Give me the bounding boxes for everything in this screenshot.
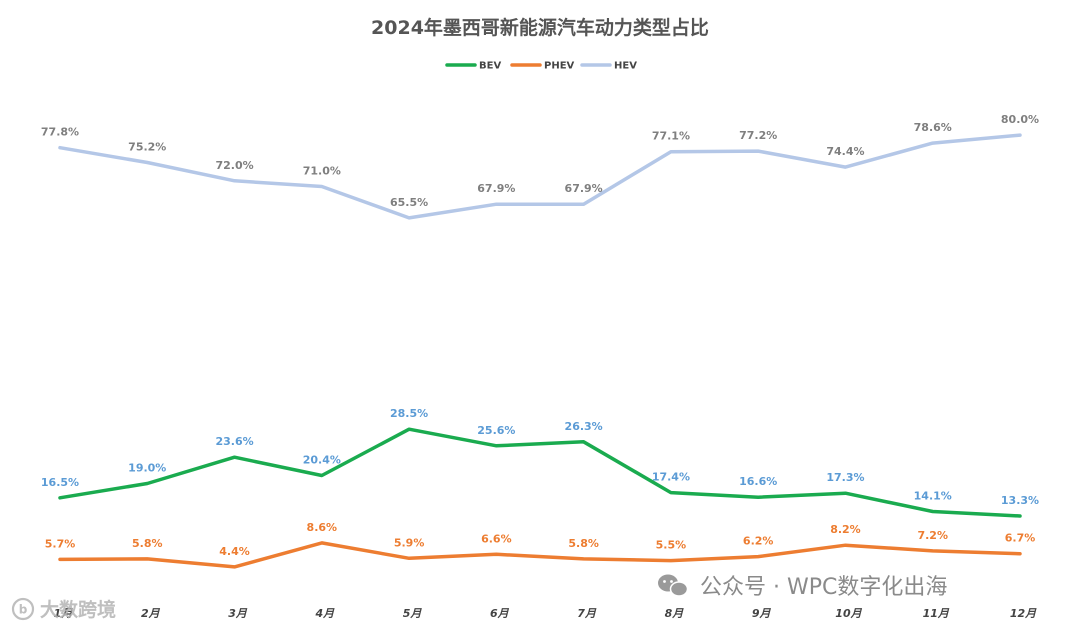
data-label-hev: 75.2% <box>128 141 166 154</box>
x-tick-label: 4月 <box>314 607 335 620</box>
data-label-hev: 72.0% <box>215 159 253 172</box>
x-tick-label: 1月 <box>54 607 74 620</box>
data-label-phev: 6.6% <box>481 532 512 545</box>
data-label-phev: 4.4% <box>219 545 250 558</box>
legend-label-phev: PHEV <box>544 61 575 72</box>
x-tick-label: 6月 <box>490 607 510 620</box>
x-tick-label: 10月 <box>835 607 862 620</box>
watermark-right-text: 公众号 · WPC数字化出海 <box>700 575 947 600</box>
watermark-left-text: 大数跨境 <box>40 598 116 621</box>
x-tick-label: 7月 <box>577 607 597 620</box>
chart-title: 2024年墨西哥新能源汽车动力类型占比 <box>371 16 709 39</box>
data-label-bev: 13.3% <box>1001 494 1039 507</box>
x-tick-label: 5月 <box>403 607 423 620</box>
data-label-phev: 8.6% <box>307 521 338 534</box>
data-label-phev: 5.9% <box>394 536 425 549</box>
data-label-hev: 77.1% <box>652 130 690 143</box>
data-label-bev: 16.6% <box>739 475 777 488</box>
svg-text:b: b <box>19 603 28 617</box>
x-tick-label: 12月 <box>1010 607 1037 620</box>
wechat-icon <box>658 574 689 597</box>
watermark-right: 公众号 · WPC数字化出海 <box>658 574 947 600</box>
data-labels: 16.5% 19.0% 23.6% 20.4% 28.5% 25.6% 26.3% 17.4%… <box>41 113 1039 558</box>
legend-label-bev: BEV <box>479 61 501 72</box>
x-tick-label: 8月 <box>665 607 685 620</box>
data-label-hev: 67.9% <box>477 182 515 195</box>
data-label-hev: 77.8% <box>41 126 79 139</box>
watermark-left: b 大数跨境 <box>11 597 116 621</box>
data-label-phev: 8.2% <box>830 523 861 536</box>
data-label-bev: 20.4% <box>303 453 341 466</box>
data-label-hev: 80.0% <box>1001 113 1039 126</box>
data-label-phev: 5.8% <box>568 537 599 550</box>
data-label-bev: 28.5% <box>390 407 428 420</box>
series-line-hev <box>58 133 1022 220</box>
data-label-bev: 23.6% <box>215 435 253 448</box>
data-label-hev: 71.0% <box>303 165 341 178</box>
x-tick-label: 9月 <box>752 607 772 620</box>
data-label-bev: 16.5% <box>41 476 79 489</box>
data-label-bev: 19.0% <box>128 461 166 474</box>
data-label-bev: 17.3% <box>826 471 864 484</box>
series-line-phev <box>58 541 1022 569</box>
data-label-phev: 5.8% <box>132 537 163 550</box>
x-tick-label: 11月 <box>923 607 950 620</box>
x-axis: 1月 2月 3月 4月 5月 6月 7月 8月 9月 10月 11月 12月 <box>54 607 1037 620</box>
data-label-phev: 5.5% <box>656 539 687 552</box>
series-line-bev <box>58 427 1022 518</box>
data-label-hev: 77.2% <box>739 129 777 142</box>
data-label-phev: 6.2% <box>743 535 774 548</box>
data-label-hev: 74.4% <box>826 145 864 158</box>
data-label-bev: 26.3% <box>565 420 603 433</box>
x-tick-label: 2月 <box>141 607 161 620</box>
brand-logo-icon: b <box>11 597 35 621</box>
data-label-bev: 17.4% <box>652 471 690 484</box>
series-lines <box>58 133 1022 569</box>
legend: BEV PHEV HEV <box>445 61 637 72</box>
data-label-phev: 6.7% <box>1005 532 1036 545</box>
data-label-hev: 67.9% <box>565 182 603 195</box>
data-label-hev: 65.5% <box>390 196 428 209</box>
data-label-hev: 78.6% <box>914 121 952 134</box>
data-label-bev: 25.6% <box>477 424 515 437</box>
data-label-phev: 5.7% <box>45 537 76 550</box>
data-label-phev: 7.2% <box>917 529 948 542</box>
x-tick-label: 3月 <box>228 607 248 620</box>
data-label-bev: 14.1% <box>914 489 952 502</box>
legend-label-hev: HEV <box>614 61 637 72</box>
